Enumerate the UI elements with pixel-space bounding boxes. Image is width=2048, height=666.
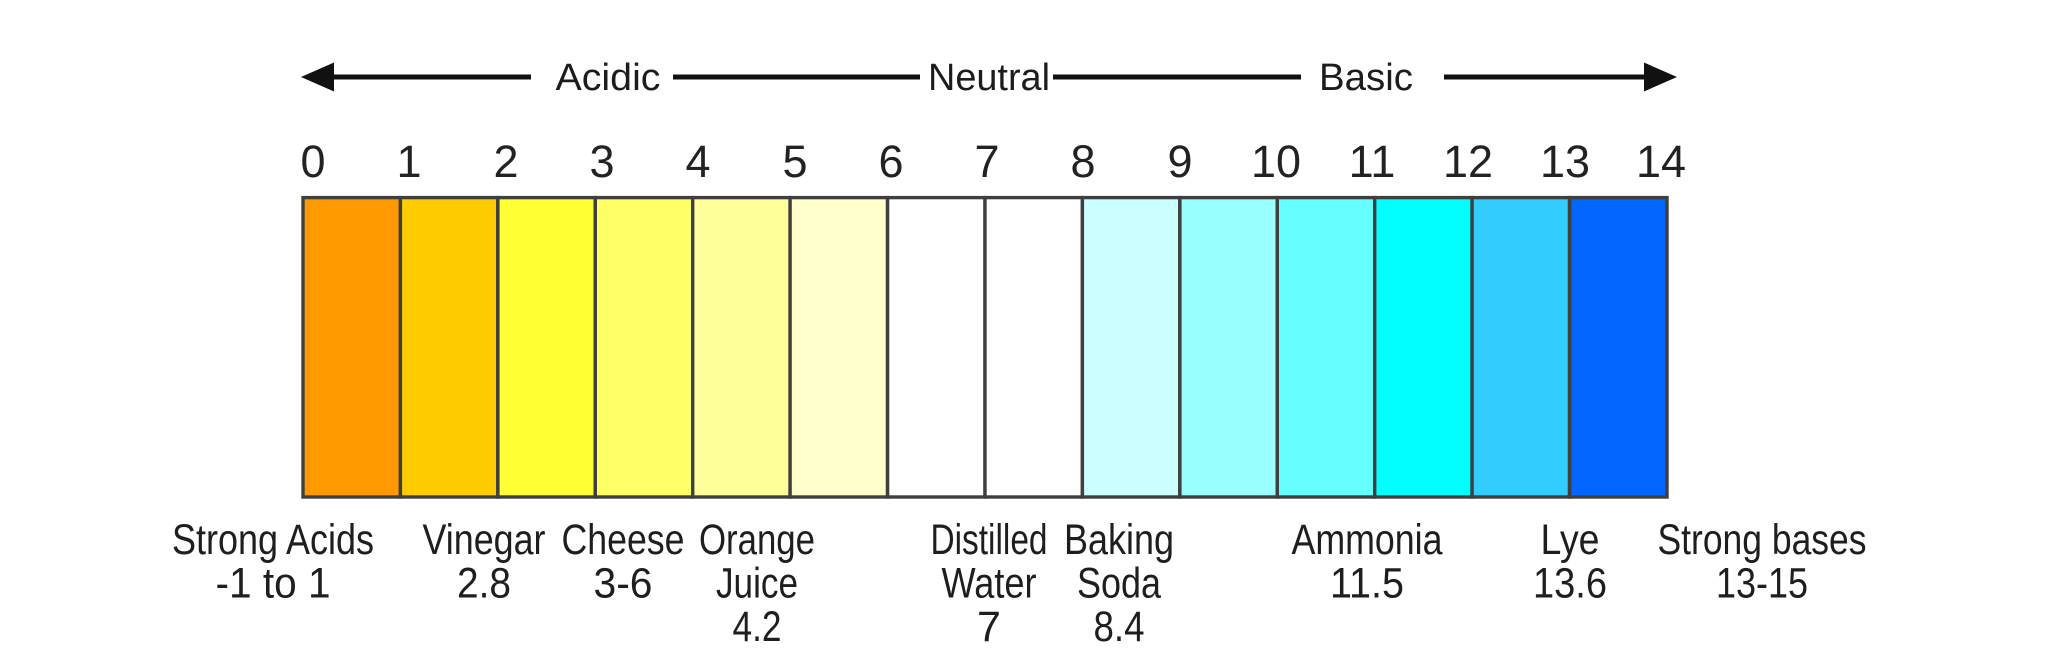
svg-text:7: 7 bbox=[977, 603, 1001, 651]
svg-text:2.8: 2.8 bbox=[457, 560, 511, 608]
svg-text:4: 4 bbox=[685, 136, 710, 187]
svg-text:14: 14 bbox=[1636, 136, 1686, 187]
svg-text:Baking: Baking bbox=[1064, 516, 1174, 564]
svg-text:13-15: 13-15 bbox=[1716, 560, 1808, 608]
svg-text:0: 0 bbox=[300, 136, 325, 187]
svg-text:Acidic: Acidic bbox=[556, 57, 661, 99]
svg-text:Basic: Basic bbox=[1319, 57, 1413, 99]
svg-text:3-6: 3-6 bbox=[594, 560, 653, 608]
svg-text:Juice: Juice bbox=[716, 560, 798, 608]
svg-text:11.5: 11.5 bbox=[1330, 560, 1404, 608]
svg-text:Strong Acids: Strong Acids bbox=[172, 516, 374, 564]
svg-text:13.6: 13.6 bbox=[1533, 560, 1607, 608]
svg-text:Strong bases: Strong bases bbox=[1658, 516, 1867, 564]
svg-text:Neutral: Neutral bbox=[928, 57, 1050, 99]
svg-text:12: 12 bbox=[1443, 136, 1493, 187]
svg-text:10: 10 bbox=[1251, 136, 1301, 187]
svg-text:Orange: Orange bbox=[699, 516, 815, 564]
svg-text:Cheese: Cheese bbox=[562, 516, 685, 564]
svg-text:11: 11 bbox=[1349, 136, 1396, 187]
svg-text:4.2: 4.2 bbox=[733, 603, 782, 651]
svg-text:8: 8 bbox=[1070, 136, 1095, 187]
svg-text:13: 13 bbox=[1540, 136, 1590, 187]
svg-text:1: 1 bbox=[396, 136, 421, 187]
svg-text:Lye: Lye bbox=[1541, 516, 1600, 564]
svg-text:Soda: Soda bbox=[1077, 560, 1161, 608]
svg-text:9: 9 bbox=[1167, 136, 1192, 187]
svg-text:7: 7 bbox=[974, 136, 999, 187]
svg-text:2: 2 bbox=[493, 136, 518, 187]
svg-text:6: 6 bbox=[878, 136, 903, 187]
svg-text:Vinegar: Vinegar bbox=[423, 516, 546, 564]
svg-text:Water: Water bbox=[942, 560, 1037, 608]
svg-text:8.4: 8.4 bbox=[1094, 603, 1145, 651]
svg-text:-1 to 1: -1 to 1 bbox=[216, 560, 331, 608]
svg-text:5: 5 bbox=[782, 136, 807, 187]
svg-text:3: 3 bbox=[589, 136, 614, 187]
svg-text:Ammonia: Ammonia bbox=[1292, 516, 1443, 564]
svg-text:Distilled: Distilled bbox=[931, 516, 1048, 564]
